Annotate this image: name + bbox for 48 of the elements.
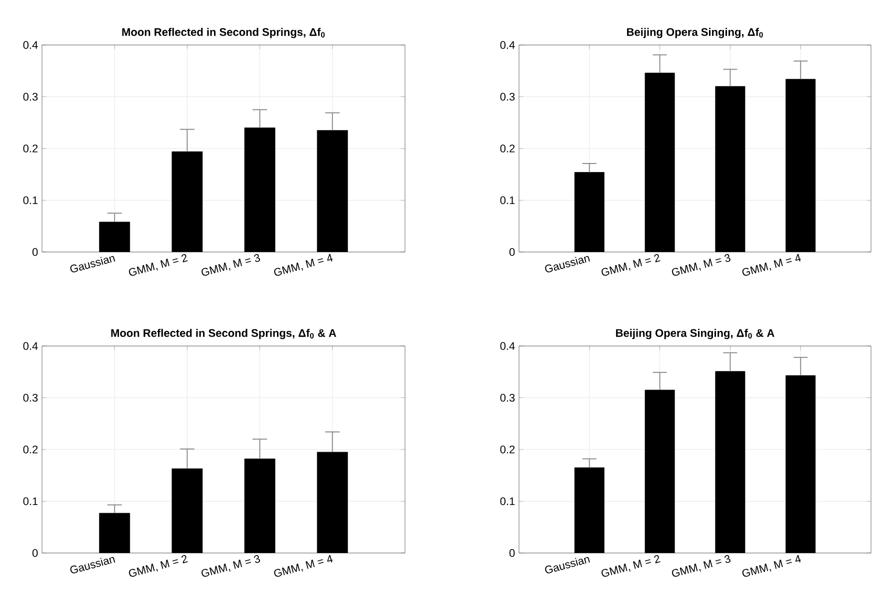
chart-title: Moon Reflected in Second Springs, Δf$_{0}$ [122, 28, 325, 38]
bar [786, 78, 816, 252]
chart-title: Beijing Opera Singing, Δf$_{0}$ [627, 28, 763, 38]
y-tick-label: 0.3 [500, 92, 515, 101]
x-tick-label: GMM, M = 2 [602, 254, 660, 276]
y-tick-label: 0 [32, 549, 38, 557]
y-tick-label: 0.2 [23, 446, 38, 454]
x-tick-label: GMM, M = 3 [202, 555, 260, 577]
y-tick-label: 0 [509, 549, 515, 557]
chart-title: Beijing Opera Singing, Δf$_{0}$ & A [616, 328, 774, 340]
x-tick-label: GMM, M = 4 [742, 554, 801, 577]
y-tick-label: 0.1 [500, 497, 515, 506]
y-tick-label: 0.3 [23, 394, 38, 402]
y-tick-label: 0.4 [500, 342, 515, 350]
bar [244, 128, 276, 252]
chart-title: Moon Reflected in Second Springs, Δf$_{0}$ & A [111, 328, 336, 340]
bar [574, 172, 604, 252]
y-tick-label: 0.4 [500, 41, 515, 49]
x-tick-label: GMM, M = 2 [128, 555, 188, 577]
y-tick-label: 0.4 [23, 342, 38, 350]
x-tick-label: GMM, M = 4 [274, 254, 333, 276]
bar [715, 86, 746, 252]
bar [644, 72, 675, 252]
y-tick-label: 0.2 [500, 446, 515, 454]
x-tick-label: GMM, M = 2 [602, 555, 660, 577]
y-tick-label: 0.2 [500, 144, 515, 152]
x-tick-label: GMM, M = 3 [672, 555, 730, 577]
bar [99, 222, 130, 252]
bar [172, 151, 203, 252]
x-tick-label: GMM, M = 2 [128, 254, 188, 276]
y-tick-label: 0.2 [23, 144, 38, 152]
x-tick-label: Gaussian [70, 557, 116, 574]
y-tick-label: 0.3 [23, 92, 38, 101]
x-tick-label: GMM, M = 3 [202, 254, 260, 276]
x-tick-label: GMM, M = 4 [274, 554, 333, 577]
y-tick-label: 0.3 [500, 394, 515, 402]
x-tick-label: Gaussian [70, 256, 116, 272]
bar [316, 130, 348, 252]
y-tick-label: 0 [509, 248, 515, 256]
x-tick-label: GMM, M = 3 [672, 254, 730, 276]
x-tick-label: Gaussian [545, 557, 590, 574]
x-tick-label: GMM, M = 4 [742, 254, 801, 276]
x-tick-label: Gaussian [545, 256, 590, 272]
y-tick-label: 0.1 [23, 196, 38, 204]
y-tick-label: 0.1 [23, 497, 38, 506]
y-tick-label: 0.4 [23, 41, 38, 49]
y-tick-label: 0 [32, 248, 38, 256]
y-tick-label: 0.1 [500, 196, 515, 204]
